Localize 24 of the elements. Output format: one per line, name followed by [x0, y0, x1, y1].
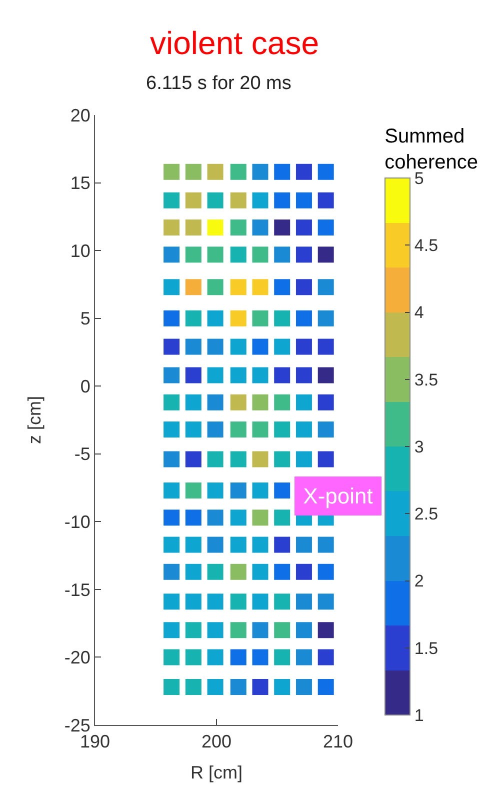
- y-tick-label: 0: [80, 376, 90, 396]
- y-tick-label: 15: [70, 173, 90, 194]
- y-tick-label: 10: [70, 240, 90, 261]
- y-tick-label: -5: [74, 444, 90, 464]
- color-bar-label: 2: [414, 572, 424, 591]
- y-tick-label: -20: [64, 648, 90, 668]
- annotation: X-point: [303, 484, 373, 508]
- chart-title: violent case: [150, 25, 319, 61]
- x-axis-title: R [cm]: [190, 762, 242, 783]
- color-bar-label: 1: [414, 706, 424, 725]
- y-axis-title: z [cm]: [24, 396, 45, 444]
- color-bar-label: 3.5: [414, 370, 438, 390]
- x-tick-label: 210: [322, 732, 354, 752]
- color-bar-label: 2.5: [414, 504, 438, 524]
- y-tick-label: -15: [64, 580, 90, 600]
- color-bar-label: 1.5: [414, 638, 438, 658]
- color-bar-label: 4: [414, 303, 424, 322]
- chart-subtitle: 6.115 s for 20 ms: [146, 73, 292, 94]
- y-tick-label: 20: [70, 105, 90, 126]
- y-tick-label: -10: [64, 512, 90, 532]
- y-tick-label: 5: [80, 308, 90, 329]
- color-bar-label: 4.5: [414, 236, 438, 256]
- color-bar-label: 3: [414, 437, 424, 456]
- x-tick-label: 200: [201, 732, 232, 752]
